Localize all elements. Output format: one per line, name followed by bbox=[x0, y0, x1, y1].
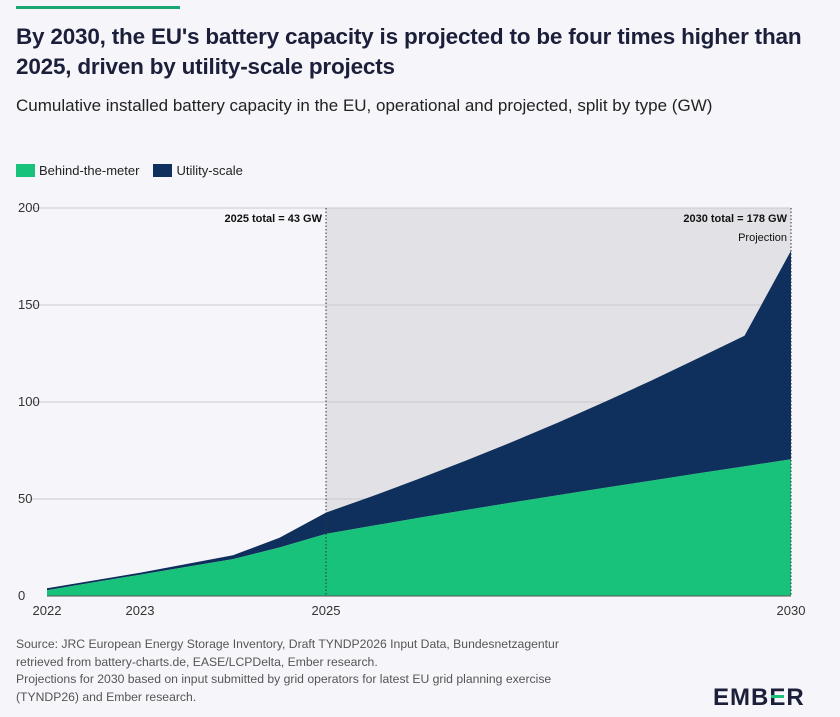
area-utility-scale bbox=[47, 250, 791, 591]
legend-item-utility-scale: Utility-scale bbox=[153, 163, 243, 178]
y-tick-label: 150 bbox=[18, 297, 40, 312]
legend: Behind-the-meter Utility-scale bbox=[16, 163, 257, 178]
legend-label-utility-scale: Utility-scale bbox=[176, 163, 243, 178]
annotation-2030-total: 2030 total = 178 GW bbox=[683, 213, 787, 225]
legend-swatch-behind-the-meter bbox=[16, 164, 35, 177]
x-tick-label: 2025 bbox=[312, 603, 341, 618]
source-line: Source: JRC European Energy Storage Inve… bbox=[16, 637, 559, 651]
legend-item-behind-the-meter: Behind-the-meter bbox=[16, 163, 139, 178]
area-behind-the-meter bbox=[47, 459, 791, 596]
area-chart: 0 50 100 150 200 2022 2023 2025 2030 2025 total =… bbox=[18, 200, 806, 618]
source-note: Source: JRC European Energy Storage Inve… bbox=[16, 636, 696, 706]
y-tick-label: 200 bbox=[18, 200, 40, 215]
chart-subtitle: Cumulative installed battery capacity in… bbox=[16, 96, 713, 115]
accent-bar bbox=[16, 6, 180, 9]
legend-label-behind-the-meter: Behind-the-meter bbox=[39, 163, 140, 178]
annotation-projection: Projection bbox=[738, 232, 787, 244]
y-tick-label: 50 bbox=[18, 491, 32, 506]
x-tick-label: 2022 bbox=[33, 603, 62, 618]
source-line: Projections for 2030 based on input subm… bbox=[16, 672, 552, 687]
x-tick-label: 2023 bbox=[126, 603, 155, 618]
chart-title: By 2030, the EU's battery capacity is pr… bbox=[16, 24, 802, 79]
source-line: retrieved from battery-charts.de, EASE/L… bbox=[16, 654, 378, 669]
y-tick-label: 0 bbox=[18, 588, 25, 603]
x-tick-label: 2030 bbox=[777, 603, 806, 618]
ember-logo: EMBER bbox=[713, 684, 805, 711]
annotation-2025-total: 2025 total = 43 GW bbox=[224, 213, 322, 225]
source-line: (TYNDP26) and Ember research. bbox=[16, 689, 197, 704]
legend-swatch-utility-scale bbox=[153, 164, 173, 177]
y-tick-label: 100 bbox=[18, 394, 40, 409]
